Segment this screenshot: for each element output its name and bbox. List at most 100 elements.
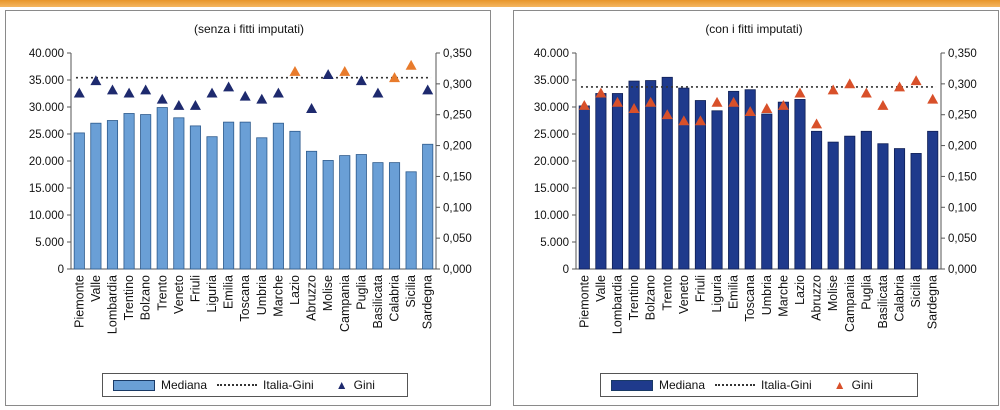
bar-mediana — [73, 132, 85, 270]
x-category-label: Calabria — [388, 275, 402, 322]
bar-mediana — [339, 155, 351, 270]
x-category-label: Valle — [594, 275, 608, 302]
bar-mediana — [595, 93, 607, 270]
y-tick-label-left: 25.000 — [29, 129, 64, 141]
y-tick-label-right: 0,150 — [443, 171, 472, 183]
bar-mediana — [173, 117, 185, 270]
bar-mediana — [711, 110, 723, 270]
y-tick-label-left: 30.000 — [29, 102, 64, 114]
marker-gini — [628, 103, 640, 113]
legend-swatch-mediana — [611, 379, 653, 391]
bar-mediana — [306, 150, 318, 270]
x-category-label: Bolzano — [139, 275, 153, 320]
x-category-label: Toscana — [743, 275, 757, 322]
legend-label-mediana: Mediana — [659, 378, 706, 392]
marker-gini — [744, 106, 756, 117]
y-tick-label-right: 0,050 — [443, 233, 472, 245]
legend-line-italia-gini — [217, 384, 258, 386]
y-tick-label-left: 0 — [563, 264, 569, 276]
x-category-label: Trento — [660, 275, 674, 311]
marker-gini — [910, 75, 922, 86]
marker-gini — [645, 96, 657, 107]
x-category-label: Friuli — [693, 275, 707, 302]
bar-mediana — [611, 93, 624, 270]
x-category-label: Toscana — [238, 275, 252, 322]
marker-gini — [289, 66, 301, 76]
x-category-label: Piemonte — [577, 275, 591, 328]
y-tick-label-right: 0,350 — [443, 48, 472, 60]
chart-panel-right: (con i fitti imputati) 0 5.000 10.000 15.000… — [513, 10, 999, 406]
y-tick-label-right: 0,100 — [443, 202, 472, 214]
y-tick-label-left: 40.000 — [29, 48, 64, 60]
y-tick-label-right: 0,300 — [443, 79, 472, 91]
bar-mediana — [694, 100, 706, 270]
x-category-label: Lazio — [288, 275, 302, 305]
x-category-label: Sicilia — [404, 275, 418, 308]
marker-gini — [256, 93, 268, 104]
marker-gini — [405, 59, 417, 70]
bar-mediana — [90, 122, 102, 270]
marker-gini — [777, 99, 789, 110]
bar-mediana — [156, 107, 168, 270]
bar-mediana — [628, 80, 640, 270]
bar-mediana — [860, 130, 872, 270]
marker-gini — [894, 81, 906, 92]
y-tick-label-right: 0,350 — [948, 48, 977, 60]
legend-item-gini: ▲ Gini — [336, 378, 375, 392]
bar-mediana — [927, 130, 939, 270]
y-tick-label-left: 10.000 — [29, 210, 64, 222]
marker-gini — [372, 87, 384, 98]
chart-left-svg: (senza i fitti imputati) 0 5.000 10.000 15.0… — [29, 22, 472, 334]
marker-gini — [272, 87, 284, 98]
legend-label-gini: Gini — [353, 378, 375, 392]
x-category-label: Umbria — [255, 275, 269, 315]
bar-mediana — [877, 143, 889, 270]
marker-gini — [860, 87, 872, 98]
y-tick-label-left: 35.000 — [29, 75, 64, 87]
marker-gini — [389, 72, 401, 83]
x-category-label: Emilia — [222, 275, 236, 309]
y-tick-label-right: 0,100 — [948, 202, 977, 214]
legend-line-italia-gini — [715, 384, 756, 386]
marker-gini — [223, 81, 235, 92]
bar-mediana — [893, 148, 906, 270]
legend-label-italia-gini: Italia-Gini — [263, 378, 314, 392]
x-category-label: Trentino — [627, 275, 641, 320]
y-tick-label-left: 15.000 — [29, 183, 64, 195]
bar-mediana — [123, 113, 135, 270]
legend-label-gini: Gini — [851, 378, 873, 392]
marker-gini — [927, 93, 939, 104]
legend-item-italia-gini: Italia-Gini — [217, 378, 314, 392]
legend-right: Mediana Italia-Gini ▲ Gini — [600, 373, 918, 397]
x-category-label: Umbria — [760, 275, 774, 315]
y-tick-label-right: 0,300 — [948, 79, 977, 91]
x-category-label: Valle — [89, 275, 103, 302]
x-category-label: Piemonte — [72, 275, 86, 328]
legend-item-italia-gini: Italia-Gini — [715, 378, 812, 392]
bar-mediana — [794, 99, 806, 270]
x-category-label: Lombardia — [105, 275, 119, 334]
x-category-label: Molise — [826, 275, 840, 311]
x-category-label: Abruzzo — [810, 275, 824, 321]
y-tick-label-right: 0,250 — [948, 110, 977, 122]
bar-mediana — [661, 76, 673, 270]
bar-mediana — [777, 101, 789, 270]
bar-mediana — [422, 143, 434, 270]
marker-gini — [694, 115, 706, 126]
y-tick-label-right: 0,150 — [948, 171, 977, 183]
y-tick-label-left: 15.000 — [534, 183, 569, 195]
bar-mediana — [322, 160, 334, 270]
triangle-icon: ▲ — [833, 378, 846, 392]
marker-gini — [728, 96, 740, 107]
legend-left: Mediana Italia-Gini ▲ Gini — [102, 373, 408, 397]
x-category-label: Sardegna — [926, 275, 940, 329]
marker-gini — [611, 96, 623, 107]
marker-gini — [794, 87, 806, 98]
bar-mediana — [678, 87, 690, 270]
x-category-label: Lombardia — [610, 275, 624, 334]
bar-mediana — [106, 120, 119, 270]
x-category-label: Liguria — [205, 275, 219, 313]
y-tick-label-right: 0,050 — [948, 233, 977, 245]
y-tick-label-right: 0,000 — [948, 264, 977, 276]
x-category-label: Calabria — [893, 275, 907, 322]
